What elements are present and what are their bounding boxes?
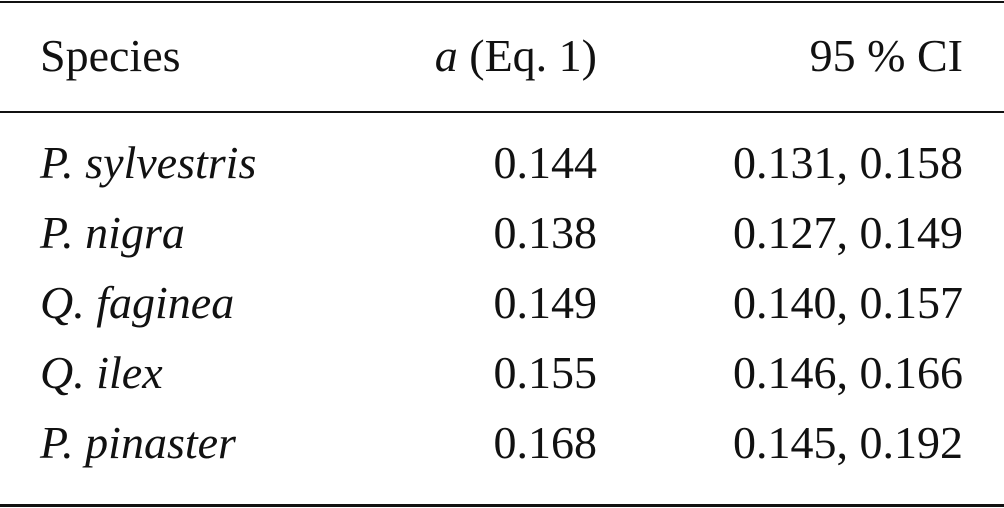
species-cell: Q. ilex [40,347,163,398]
header-a: a (Eq. 1) [435,28,597,84]
bottom-rule [0,504,1004,507]
header-a-symbol: a [434,30,458,81]
header-ci: 95 % CI [809,30,963,81]
top-rule [0,1,1004,3]
a-value-cell: 0.155 [493,347,598,398]
a-value-cell: 0.144 [493,137,598,188]
header-rule [0,111,1004,113]
species-cell: P. sylvestris [40,137,257,188]
a-value-cell: 0.149 [493,277,598,328]
ci-cell: 0.146, 0.166 [733,347,963,398]
species-cell: Q. faginea [40,277,235,328]
header-a-label: (Eq. 1) [469,30,597,81]
species-cell: P. nigra [40,207,185,258]
a-value-cell: 0.168 [493,417,598,468]
ci-cell: 0.131, 0.158 [733,137,963,188]
ci-cell: 0.145, 0.192 [733,417,963,468]
ci-cell: 0.127, 0.149 [733,207,963,258]
header-species: Species [40,30,181,81]
species-cell: P. pinaster [40,417,236,468]
ci-cell: 0.140, 0.157 [733,277,963,328]
a-value-cell: 0.138 [493,207,598,258]
